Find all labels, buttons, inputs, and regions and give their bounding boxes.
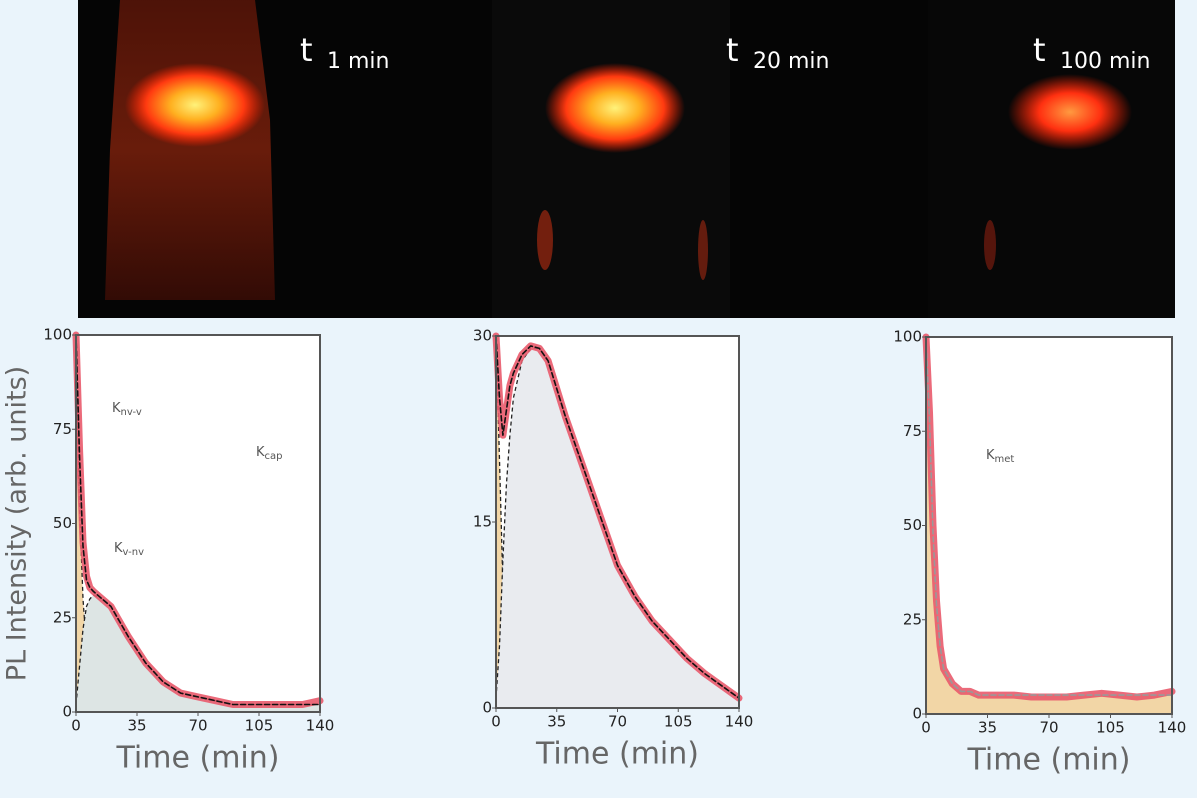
x-tick-label: 0 — [921, 719, 931, 737]
plot-area — [926, 337, 1172, 714]
x-tick-label: 105 — [664, 713, 693, 731]
annotation-subscript: met — [995, 454, 1015, 465]
plot — [492, 332, 743, 709]
time-symbol: t — [726, 31, 739, 69]
x-tick-label: 35 — [547, 713, 566, 731]
chart: 0 35 70 105 140 0 15 30 Time (min) — [473, 327, 753, 772]
y-tick-label: 100 — [893, 328, 922, 346]
line — [495, 335, 740, 699]
annotation-symbol: K — [114, 541, 123, 556]
x-tick-label: 70 — [188, 717, 207, 735]
annotation: Kmet — [986, 448, 1014, 466]
annotation: Knv-v — [112, 401, 142, 419]
annotation-subscript: nv-v — [121, 407, 142, 418]
time-label: 1 min — [327, 49, 389, 74]
time-label: 100 min — [1060, 49, 1150, 74]
time-symbol: t — [300, 31, 313, 69]
x-axis-label: Time (min) — [116, 741, 280, 776]
x-tick-label: 140 — [306, 717, 335, 735]
annotation-subscript: cap — [265, 451, 283, 462]
x-tick-label: 105 — [1096, 719, 1125, 737]
chart: 0 35 70 105 140 0 25 50 75 100 Time (min) Kmet — [893, 328, 1186, 778]
annotation-symbol: K — [112, 401, 121, 416]
time-label: 20 min — [753, 49, 829, 74]
x-axis-label: Time (min) — [967, 743, 1131, 778]
y-tick-label: 30 — [473, 327, 492, 345]
y-axis-label: PL Intensity (arb. units) — [2, 366, 33, 681]
y-tick-label: 0 — [62, 703, 72, 721]
x-tick-label: 35 — [127, 717, 146, 735]
line — [75, 334, 321, 706]
y-tick-label: 100 — [43, 326, 72, 344]
y-tick-label: 0 — [912, 705, 922, 723]
x-axis-label: Time (min) — [535, 737, 699, 772]
y-tick-label: 50 — [903, 516, 922, 534]
x-tick-label: 105 — [245, 717, 274, 735]
y-tick-label: 15 — [473, 513, 492, 531]
plot — [922, 333, 1176, 714]
x-tick-label: 0 — [71, 717, 81, 735]
y-tick-label: 25 — [903, 610, 922, 628]
x-tick-label: 35 — [978, 719, 997, 737]
image-labels: t 1 min t 20 min t 100 min — [300, 31, 1150, 74]
x-tick-label: 70 — [608, 713, 627, 731]
annotation-symbol: K — [256, 445, 265, 460]
x-tick-label: 140 — [725, 713, 754, 731]
image-strip — [78, 0, 1175, 318]
line — [925, 336, 1173, 696]
chart: 0 35 70 105 140 0 25 50 75 100 Time (min) PL Intens… — [2, 326, 335, 776]
y-tick-label: 50 — [53, 514, 72, 532]
y-tick-label: 25 — [53, 608, 72, 626]
x-tick-label: 140 — [1158, 719, 1187, 737]
annotation: Kv-nv — [114, 541, 144, 559]
time-symbol: t — [1033, 31, 1046, 69]
annotation: Kcap — [256, 445, 283, 463]
y-tick-label: 0 — [482, 699, 492, 717]
annotation-subscript: v-nv — [123, 547, 145, 558]
x-tick-label: 70 — [1039, 719, 1058, 737]
y-tick-label: 75 — [53, 420, 72, 438]
plot — [72, 331, 324, 713]
y-tick-label: 75 — [903, 422, 922, 440]
annotation-symbol: K — [986, 448, 995, 463]
x-tick-label: 0 — [491, 713, 501, 731]
